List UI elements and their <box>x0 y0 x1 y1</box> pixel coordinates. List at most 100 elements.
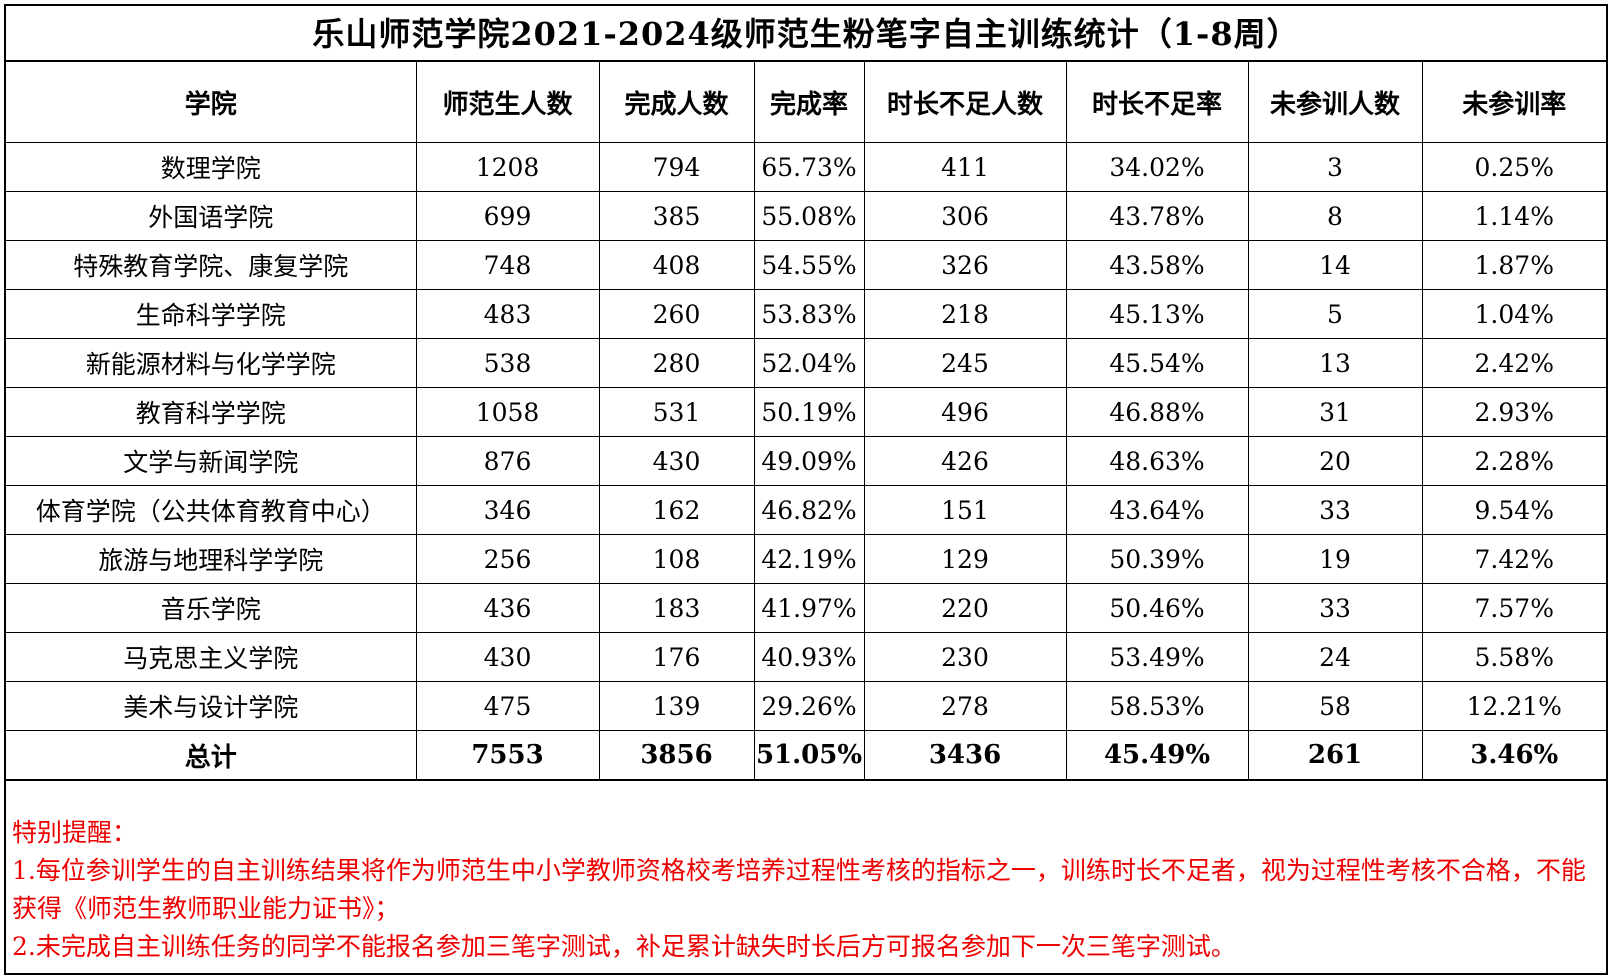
cell-absent-count: 33 <box>1247 485 1423 535</box>
cell-insufficient-rate: 43.64% <box>1065 485 1249 535</box>
cell-student-count: 699 <box>415 191 600 241</box>
table-row: 特殊教育学院、康复学院 748 408 54.55% 326 43.58% 14 1.87% <box>6 240 1606 290</box>
special-reminder: 特别提醒： 1.每位参训学生的自主训练结果将作为师范生中小学教师资格校考培养过程… <box>12 814 1596 966</box>
cell-student-count: 346 <box>415 485 600 535</box>
cell-student-count: 1208 <box>415 142 600 192</box>
sheet-title: 乐山师范学院2021-2024级师范生粉笔字自主训练统计（1-8周） <box>6 6 1606 62</box>
cell-completed-count: 183 <box>598 583 755 633</box>
cell-insufficient-count: 411 <box>863 142 1067 192</box>
cell-student-count: 483 <box>415 289 600 339</box>
table-row: 体育学院（公共体育教育中心） 346 162 46.82% 151 43.64% 33 9.5… <box>6 485 1606 535</box>
cell-absent-rate: 1.14% <box>1421 191 1606 241</box>
cell-absent-rate: 12.21% <box>1421 681 1606 731</box>
cell-student-count: 538 <box>415 338 600 388</box>
cell-absent-count: 58 <box>1247 681 1423 731</box>
cell-absent-rate: 2.42% <box>1421 338 1606 388</box>
total-student-count: 7553 <box>415 730 600 781</box>
reminder-item-1: 1.每位参训学生的自主训练结果将作为师范生中小学教师资格校考培养过程性考核的指标… <box>12 856 1586 923</box>
cell-college: 旅游与地理科学学院 <box>6 534 417 584</box>
cell-absent-count: 20 <box>1247 436 1423 486</box>
cell-college: 马克思主义学院 <box>6 632 417 682</box>
cell-absent-count: 3 <box>1247 142 1423 192</box>
cell-insufficient-count: 496 <box>863 387 1067 437</box>
total-label: 总计 <box>6 730 417 781</box>
total-absent-rate: 3.46% <box>1421 730 1606 781</box>
cell-insufficient-rate: 50.39% <box>1065 534 1249 584</box>
cell-insufficient-count: 245 <box>863 338 1067 388</box>
cell-insufficient-rate: 43.58% <box>1065 240 1249 290</box>
cell-insufficient-count: 129 <box>863 534 1067 584</box>
cell-absent-count: 31 <box>1247 387 1423 437</box>
cell-insufficient-count: 218 <box>863 289 1067 339</box>
cell-student-count: 748 <box>415 240 600 290</box>
cell-insufficient-count: 230 <box>863 632 1067 682</box>
cell-student-count: 436 <box>415 583 600 633</box>
cell-completion-rate: 42.19% <box>753 534 865 584</box>
cell-completion-rate: 29.26% <box>753 681 865 731</box>
table-row: 新能源材料与化学学院 538 280 52.04% 245 45.54% 13 2.42% <box>6 338 1606 388</box>
cell-completed-count: 280 <box>598 338 755 388</box>
cell-absent-count: 24 <box>1247 632 1423 682</box>
cell-completion-rate: 41.97% <box>753 583 865 633</box>
statistics-sheet: 乐山师范学院2021-2024级师范生粉笔字自主训练统计（1-8周） 学院 师范… <box>4 4 1608 975</box>
cell-absent-rate: 2.28% <box>1421 436 1606 486</box>
cell-completed-count: 176 <box>598 632 755 682</box>
header-student-count: 师范生人数 <box>415 62 600 143</box>
total-completed-count: 3856 <box>598 730 755 781</box>
cell-completed-count: 139 <box>598 681 755 731</box>
cell-college: 数理学院 <box>6 142 417 192</box>
table-body: 数理学院 1208 794 65.73% 411 34.02% 3 0.25% 外国语学院 699… <box>6 142 1606 731</box>
cell-completion-rate: 50.19% <box>753 387 865 437</box>
cell-college: 教育科学学院 <box>6 387 417 437</box>
cell-college: 特殊教育学院、康复学院 <box>6 240 417 290</box>
cell-college: 文学与新闻学院 <box>6 436 417 486</box>
cell-student-count: 1058 <box>415 387 600 437</box>
cell-insufficient-count: 151 <box>863 485 1067 535</box>
cell-insufficient-count: 426 <box>863 436 1067 486</box>
table-row: 音乐学院 436 183 41.97% 220 50.46% 33 7.57% <box>6 583 1606 633</box>
cell-insufficient-rate: 45.13% <box>1065 289 1249 339</box>
cell-student-count: 475 <box>415 681 600 731</box>
cell-completion-rate: 54.55% <box>753 240 865 290</box>
cell-absent-count: 14 <box>1247 240 1423 290</box>
total-insufficient-rate: 45.49% <box>1065 730 1249 781</box>
cell-completion-rate: 52.04% <box>753 338 865 388</box>
total-completion-rate: 51.05% <box>753 730 865 781</box>
cell-completed-count: 794 <box>598 142 755 192</box>
cell-completion-rate: 53.83% <box>753 289 865 339</box>
cell-insufficient-count: 278 <box>863 681 1067 731</box>
cell-absent-rate: 9.54% <box>1421 485 1606 535</box>
cell-insufficient-rate: 43.78% <box>1065 191 1249 241</box>
table-row: 美术与设计学院 475 139 29.26% 278 58.53% 58 12.21% <box>6 681 1606 731</box>
cell-student-count: 256 <box>415 534 600 584</box>
cell-completion-rate: 65.73% <box>753 142 865 192</box>
cell-absent-rate: 1.87% <box>1421 240 1606 290</box>
cell-insufficient-rate: 58.53% <box>1065 681 1249 731</box>
cell-completed-count: 408 <box>598 240 755 290</box>
header-absent-count: 未参训人数 <box>1247 62 1423 143</box>
cell-absent-rate: 1.04% <box>1421 289 1606 339</box>
header-college: 学院 <box>6 62 417 143</box>
cell-absent-count: 33 <box>1247 583 1423 633</box>
cell-college: 体育学院（公共体育教育中心） <box>6 485 417 535</box>
cell-insufficient-rate: 34.02% <box>1065 142 1249 192</box>
total-absent-count: 261 <box>1247 730 1423 781</box>
header-completion-rate: 完成率 <box>753 62 865 143</box>
cell-absent-rate: 5.58% <box>1421 632 1606 682</box>
cell-insufficient-count: 326 <box>863 240 1067 290</box>
header-completed-count: 完成人数 <box>598 62 755 143</box>
cell-insufficient-rate: 50.46% <box>1065 583 1249 633</box>
cell-absent-rate: 7.42% <box>1421 534 1606 584</box>
cell-student-count: 430 <box>415 632 600 682</box>
header-insufficient-count: 时长不足人数 <box>863 62 1067 143</box>
cell-college: 新能源材料与化学学院 <box>6 338 417 388</box>
cell-insufficient-rate: 48.63% <box>1065 436 1249 486</box>
cell-completion-rate: 49.09% <box>753 436 865 486</box>
cell-absent-count: 19 <box>1247 534 1423 584</box>
cell-insufficient-rate: 45.54% <box>1065 338 1249 388</box>
cell-completed-count: 162 <box>598 485 755 535</box>
table-row: 生命科学学院 483 260 53.83% 218 45.13% 5 1.04% <box>6 289 1606 339</box>
table-row: 数理学院 1208 794 65.73% 411 34.02% 3 0.25% <box>6 142 1606 192</box>
reminder-item-2: 2.未完成自主训练任务的同学不能报名参加三笔字测试，补足累计缺失时长后方可报名参… <box>12 932 1236 961</box>
header-insufficient-rate: 时长不足率 <box>1065 62 1249 143</box>
